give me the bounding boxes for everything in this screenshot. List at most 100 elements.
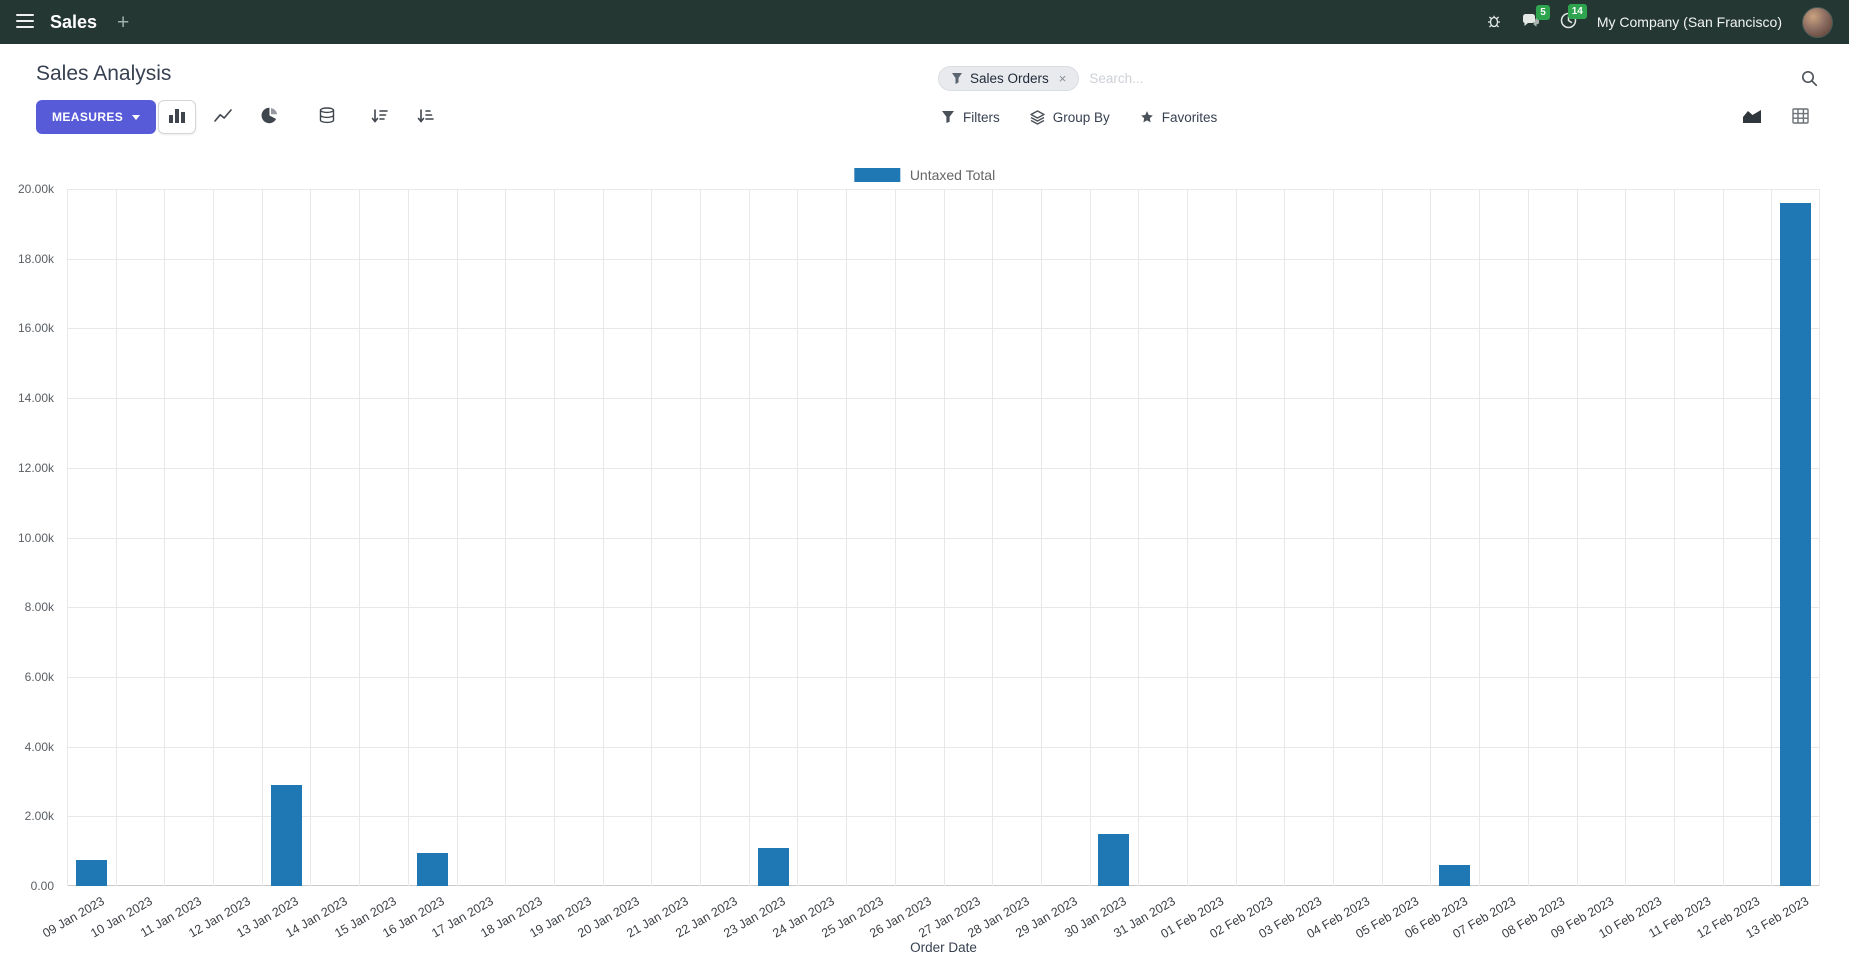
search-input[interactable]	[1089, 70, 1791, 86]
line-chart-button[interactable]	[204, 100, 242, 134]
gridline-v	[1284, 189, 1285, 886]
bar[interactable]	[1098, 834, 1129, 886]
y-tick-label: 0.00	[30, 879, 54, 893]
y-tick-label: 2.00k	[24, 809, 54, 823]
measures-button[interactable]: MEASURES	[36, 100, 157, 134]
pie-chart-button[interactable]	[250, 100, 288, 134]
gridline-h	[67, 468, 1820, 469]
hamburger-icon	[16, 13, 34, 31]
company-switcher[interactable]: My Company (San Francisco)	[1596, 14, 1782, 30]
pivot-view-button[interactable]	[1781, 101, 1819, 133]
bar[interactable]	[417, 853, 448, 886]
bar-chart-button[interactable]	[158, 100, 196, 134]
gridline-v	[1430, 189, 1431, 886]
gridline-v	[651, 189, 652, 886]
gridline-v	[164, 189, 165, 886]
apps-menu-button[interactable]	[16, 13, 34, 31]
gridline-v	[1041, 189, 1042, 886]
stacked-toggle-button[interactable]	[308, 100, 346, 134]
gridline-v	[1187, 189, 1188, 886]
legend-swatch	[853, 168, 900, 182]
filters-label: Filters	[963, 109, 1000, 125]
gridline-v	[262, 189, 263, 886]
gridline-v	[700, 189, 701, 886]
caret-down-icon	[132, 114, 141, 120]
graph-view: Untaxed Total 0.00 2.00k 4.00k 6.00k 8.00k 10…	[0, 160, 1849, 958]
bar-chart-icon	[168, 108, 186, 127]
gridline-v	[1138, 189, 1139, 886]
messages-button[interactable]: 5	[1522, 4, 1550, 32]
sort-ascending-button[interactable]	[406, 100, 444, 134]
area-chart-icon	[1742, 108, 1762, 127]
sort-descending-button[interactable]	[360, 100, 398, 134]
debug-button[interactable]	[1486, 13, 1502, 32]
x-axis: 09 Jan 2023 10 Jan 2023 11 Jan 2023 12 Jan …	[40, 886, 1820, 944]
gridline-v	[116, 189, 117, 886]
gridline-v	[359, 189, 360, 886]
favorites-button[interactable]: Favorites	[1140, 110, 1217, 125]
y-tick-label: 12.00k	[17, 461, 54, 475]
facet-remove-button[interactable]: ×	[1058, 70, 1067, 86]
search-bar[interactable]: Sales Orders ×	[938, 62, 1818, 94]
group-by-button[interactable]: Group By	[1030, 110, 1110, 125]
gridline-v	[457, 189, 458, 886]
gridline-v	[1479, 189, 1480, 886]
y-tick-label: 8.00k	[24, 600, 54, 614]
search-icon[interactable]	[1801, 70, 1818, 87]
plot-area	[67, 189, 1820, 886]
gridline-h	[67, 816, 1820, 817]
gridline-v	[505, 189, 506, 886]
topbar-left: Sales +	[16, 12, 133, 33]
gridline-v	[1723, 189, 1724, 886]
gridline-v	[895, 189, 896, 886]
gridline-v	[749, 189, 750, 886]
y-tick-label: 20.00k	[17, 182, 54, 196]
y-tick-label: 6.00k	[24, 670, 54, 684]
add-button[interactable]: +	[113, 12, 133, 33]
app-name[interactable]: Sales	[50, 11, 98, 32]
gridline-h	[67, 538, 1820, 539]
bar[interactable]	[1780, 203, 1811, 886]
y-tick-label: 18.00k	[17, 252, 54, 266]
legend-label: Untaxed Total	[909, 167, 996, 183]
graph-view-button[interactable]	[1733, 101, 1771, 133]
avatar[interactable]	[1802, 6, 1833, 38]
pie-chart-icon	[261, 107, 278, 127]
star-icon	[1140, 110, 1154, 124]
search-facet[interactable]: Sales Orders ×	[938, 65, 1080, 91]
y-tick-label: 14.00k	[17, 391, 54, 405]
bar[interactable]	[1439, 865, 1470, 886]
bar[interactable]	[76, 860, 107, 886]
gridline-v	[1771, 189, 1772, 886]
y-tick-label: 4.00k	[24, 740, 54, 754]
filter-facet-icon	[951, 72, 963, 84]
group-by-label: Group By	[1052, 109, 1110, 125]
gridline-v	[797, 189, 798, 886]
filters-button[interactable]: Filters	[941, 110, 1000, 125]
page-title: Sales Analysis	[36, 62, 172, 85]
activities-button[interactable]: 14	[1560, 4, 1587, 32]
sort-ascending-icon	[417, 108, 434, 127]
filters-icon	[941, 110, 955, 124]
gridline-v	[1236, 189, 1237, 886]
layers-icon	[1030, 109, 1045, 125]
gridline-v	[992, 189, 993, 886]
legend-item[interactable]: Untaxed Total	[853, 167, 996, 183]
measures-label: MEASURES	[52, 110, 124, 124]
gridline-v	[1625, 189, 1626, 886]
gridline-v	[1674, 189, 1675, 886]
search-options: Filters Group By Favorites	[941, 100, 1217, 134]
y-axis: 0.00 2.00k 4.00k 6.00k 8.00k 10.00k 12.00k 14.0…	[0, 182, 60, 893]
gridline-h	[67, 885, 1820, 886]
bar[interactable]	[271, 785, 302, 886]
topbar-right: 5 14 My Company (San Francisco)	[1486, 4, 1833, 38]
stacked-database-icon	[319, 107, 335, 127]
gridline-v	[1577, 189, 1578, 886]
facet-label: Sales Orders	[970, 70, 1049, 86]
bar[interactable]	[758, 848, 789, 886]
gridline-v	[1090, 189, 1091, 886]
grid-icon	[1791, 107, 1809, 127]
x-axis-title: Order Date	[910, 940, 977, 955]
line-chart-icon	[214, 108, 232, 127]
y-tick-label: 16.00k	[17, 321, 54, 335]
